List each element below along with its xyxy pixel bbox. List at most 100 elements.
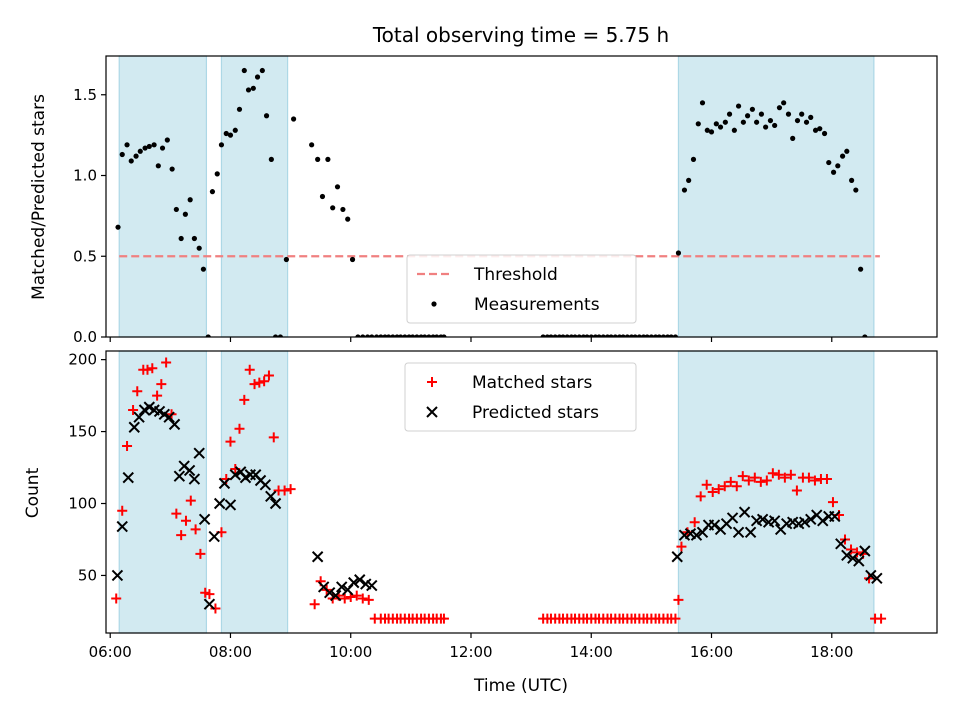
measurement-point [227,132,234,138]
measurement-point [402,334,408,337]
measurement-point [426,334,432,337]
measurement-point [699,100,706,106]
x-tick-label: 18:00 [810,643,853,661]
matched-star-point [185,495,196,506]
predicted-star-point [203,598,216,610]
measurement-point [218,142,225,148]
measurement-point [740,119,746,125]
measurement-point [552,334,558,337]
predicted-star-point [213,497,226,510]
measurement-point [708,129,715,135]
measurement-point [373,334,380,337]
measurement-point [390,334,396,337]
top-legend-box [406,254,637,324]
matched-star-point [743,475,754,486]
matched-star-point [767,468,778,479]
measurement-point [772,122,778,129]
measurement-point [398,334,404,337]
matched-star-point [244,364,255,375]
measurement-point [349,256,356,263]
measurement-point [410,334,416,337]
measurement-point [799,111,805,117]
bottom-series [111,401,883,610]
matched-star-point [254,377,265,388]
measurement-point [668,334,674,337]
predicted-star-point [354,574,366,586]
measurement-point [263,113,270,119]
predicted-star-point [835,538,847,550]
top-series [115,67,868,337]
measurement-point [272,334,279,337]
measurement-point [124,142,130,148]
measurement-point [660,334,667,337]
matched-star-point [713,484,724,495]
matched-star-point [773,469,784,480]
predicted-star-point [128,421,140,433]
measurement-point [200,266,207,272]
predicted-star-point [799,516,811,528]
predicted-star-point [163,411,175,423]
measurement-point [588,334,594,337]
matched-star-point [176,530,187,541]
bottom-y-tick-label: 50 [78,566,97,584]
measurement-point [808,114,814,120]
x-axis-label: Time (UTC) [473,676,568,696]
measurement-point [758,111,765,117]
measurement-point [620,334,626,337]
measurement-point [624,334,630,337]
measurement-point [241,67,247,74]
predicted-star-point [183,464,196,477]
bottom-legend-box [404,362,637,432]
predicted-star-point [265,490,277,503]
matched-star-point [779,472,790,483]
predicted-star-point [329,589,342,602]
measurement-point [839,153,846,159]
measurement-point [309,142,315,148]
top-y-tick-label: 1.5 [73,86,97,104]
predicted-star-point [116,520,128,533]
top-shaded-interval [118,55,208,338]
measurement-point [277,334,283,337]
matched-star-point [803,472,814,483]
measurement-point [364,334,371,337]
measurement-point [754,119,760,125]
matched-star-point [122,440,133,451]
measurement-point [612,334,618,337]
measurement-point [790,135,796,141]
measurement-point [236,106,243,112]
matched-star-point [689,517,700,528]
predicted-star-point [259,479,272,491]
predicted-star-point [336,581,348,593]
measurement-point [781,100,787,106]
measurement-point [821,130,828,137]
measurement-point [803,119,810,125]
x-tick-label: 10:00 [329,643,372,661]
matched-star-point [234,423,245,434]
measurement-point [632,334,638,337]
measurement-point [146,143,152,150]
matched-star-point [225,436,236,447]
measurement-point [334,184,341,190]
matched-star-point [438,613,449,624]
measurement-point [826,159,832,166]
measurement-point [205,334,211,337]
measurement-point [763,124,769,130]
matched-star-point [809,475,820,486]
predicted-star-point [188,473,201,485]
predicted-star-point [311,551,324,563]
measurement-point [187,197,193,203]
measurement-point [128,158,134,164]
matched-star-point [821,474,832,485]
legend-label: Measurements [474,295,600,315]
matched-star-point [673,594,684,605]
legend-measurement-swatch [431,301,437,307]
predicted-star-point [269,497,282,510]
measurement-point [656,334,662,337]
x-tick-label: 16:00 [690,643,733,661]
matched-star-point [268,432,279,443]
predicted-star-point [738,506,751,518]
predicted-star-point [744,526,757,538]
measurement-point [232,127,238,133]
predicted-star-point [690,529,703,541]
measurement-point [576,334,582,337]
